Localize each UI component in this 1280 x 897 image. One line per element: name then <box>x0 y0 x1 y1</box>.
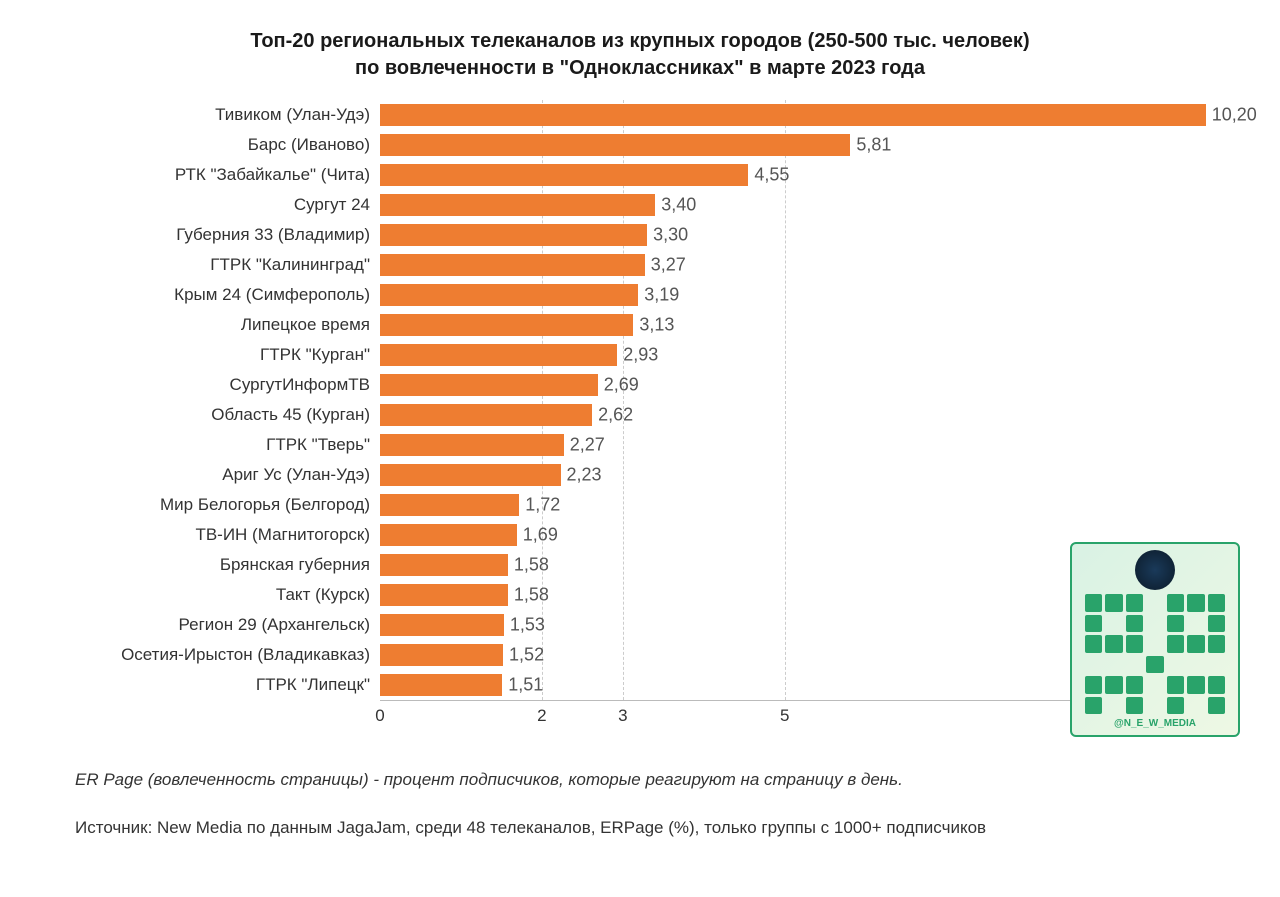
bar <box>380 134 850 156</box>
chart-row: ТВ-ИН (Магнитогорск) 1,69 <box>70 520 1230 550</box>
chart-row: Губерния 33 (Владимир) 3,30 <box>70 220 1230 250</box>
chart-row: ГТРК "Курган" 2,93 <box>70 340 1230 370</box>
value-label: 2,69 <box>604 375 639 396</box>
bar <box>380 494 519 516</box>
bar <box>380 524 517 546</box>
value-label: 3,40 <box>661 195 696 216</box>
value-label: 1,72 <box>525 495 560 516</box>
chart-row: Осетия-Ирыстон (Владикавказ) 1,52 <box>70 640 1230 670</box>
value-label: 1,58 <box>514 585 549 606</box>
value-label: 2,93 <box>623 345 658 366</box>
category-label: РТК "Забайкалье" (Чита) <box>70 165 370 185</box>
category-label: Мир Белогорья (Белгород) <box>70 495 370 515</box>
category-label: СургутИнформТВ <box>70 375 370 395</box>
category-label: Барс (Иваново) <box>70 135 370 155</box>
bar <box>380 344 617 366</box>
category-label: Губерния 33 (Владимир) <box>70 225 370 245</box>
chart-row: ГТРК "Тверь" 2,27 <box>70 430 1230 460</box>
chart-container: Топ-20 региональных телеканалов из крупн… <box>0 0 1280 897</box>
category-label: Брянская губерния <box>70 555 370 575</box>
chart-row: Брянская губерния 1,58 <box>70 550 1230 580</box>
chart-row: Регион 29 (Архангельск) 1,53 <box>70 610 1230 640</box>
category-label: Тивиком (Улан-Удэ) <box>70 105 370 125</box>
value-label: 3,27 <box>651 255 686 276</box>
value-label: 1,52 <box>509 645 544 666</box>
category-label: Ариг Ус (Улан-Удэ) <box>70 465 370 485</box>
category-label: Осетия-Ирыстон (Владикавказ) <box>70 645 370 665</box>
category-label: Такт (Курск) <box>70 585 370 605</box>
value-label: 1,69 <box>523 525 558 546</box>
chart-area: 0235Тивиком (Улан-Удэ)10,20Барс (Иваново… <box>70 100 1230 740</box>
bar <box>380 404 592 426</box>
chart-row: ГТРК "Липецк" 1,51 <box>70 670 1230 700</box>
category-label: ГТРК "Калининград" <box>70 255 370 275</box>
value-label: 3,30 <box>653 225 688 246</box>
value-label: 1,58 <box>514 555 549 576</box>
value-label: 2,62 <box>598 405 633 426</box>
chart-row: СургутИнформТВ 2,69 <box>70 370 1230 400</box>
bar <box>380 554 508 576</box>
bar <box>380 434 564 456</box>
chart-title-line1: Топ-20 региональных телеканалов из крупн… <box>250 30 1029 52</box>
bar <box>380 284 638 306</box>
qr-logo-icon <box>1135 550 1175 590</box>
category-label: Крым 24 (Симферополь) <box>70 285 370 305</box>
bar <box>380 314 633 336</box>
chart-row: Область 45 (Курган) 2,62 <box>70 400 1230 430</box>
chart-row: Крым 24 (Симферополь) 3,19 <box>70 280 1230 310</box>
qr-code-box: @N_E_W_MEDIA <box>1070 542 1240 737</box>
value-label: 2,23 <box>567 465 602 486</box>
bar <box>380 674 502 696</box>
chart-row: Барс (Иваново) 5,81 <box>70 130 1230 160</box>
chart-row: ГТРК "Калининград" 3,27 <box>70 250 1230 280</box>
category-label: ТВ-ИН (Магнитогорск) <box>70 525 370 545</box>
bar <box>380 584 508 606</box>
chart-row: Тивиком (Улан-Удэ)10,20 <box>70 100 1230 130</box>
qr-code-icon <box>1085 594 1225 714</box>
chart-row: Такт (Курск) 1,58 <box>70 580 1230 610</box>
footnote-text: ER Page (вовлеченность страницы) - проце… <box>75 770 1250 790</box>
bar <box>380 164 748 186</box>
chart-row: Мир Белогорья (Белгород) 1,72 <box>70 490 1230 520</box>
bar <box>380 224 647 246</box>
x-tick-label: 5 <box>780 706 789 726</box>
value-label: 2,27 <box>570 435 605 456</box>
category-label: ГТРК "Тверь" <box>70 435 370 455</box>
value-label: 3,19 <box>644 285 679 306</box>
x-tick-label: 3 <box>618 706 627 726</box>
bar <box>380 374 598 396</box>
chart-row: РТК "Забайкалье" (Чита) 4,55 <box>70 160 1230 190</box>
chart-row: Липецкое время 3,13 <box>70 310 1230 340</box>
bar <box>380 104 1206 126</box>
chart-title: Топ-20 региональных телеканалов из крупн… <box>140 28 1140 82</box>
category-label: Липецкое время <box>70 315 370 335</box>
value-label: 1,51 <box>508 675 543 696</box>
value-label: 1,53 <box>510 615 545 636</box>
category-label: Регион 29 (Архангельск) <box>70 615 370 635</box>
value-label: 3,13 <box>639 315 674 336</box>
category-label: ГТРК "Липецк" <box>70 675 370 695</box>
x-tick-label: 0 <box>375 706 384 726</box>
chart-title-line2: по вовлеченности в "Одноклассниках" в ма… <box>355 57 925 79</box>
chart-row: Сургут 24 3,40 <box>70 190 1230 220</box>
x-tick-label: 2 <box>537 706 546 726</box>
category-label: ГТРК "Курган" <box>70 345 370 365</box>
value-label: 10,20 <box>1212 105 1257 126</box>
bar <box>380 614 504 636</box>
qr-caption: @N_E_W_MEDIA <box>1114 718 1196 729</box>
bar <box>380 464 561 486</box>
bar <box>380 194 655 216</box>
source-text: Источник: New Media по данным JagaJam, с… <box>75 818 1250 838</box>
bar <box>380 254 645 276</box>
value-label: 4,55 <box>754 165 789 186</box>
category-label: Область 45 (Курган) <box>70 405 370 425</box>
chart-row: Ариг Ус (Улан-Удэ) 2,23 <box>70 460 1230 490</box>
category-label: Сургут 24 <box>70 195 370 215</box>
bar <box>380 644 503 666</box>
value-label: 5,81 <box>856 135 891 156</box>
